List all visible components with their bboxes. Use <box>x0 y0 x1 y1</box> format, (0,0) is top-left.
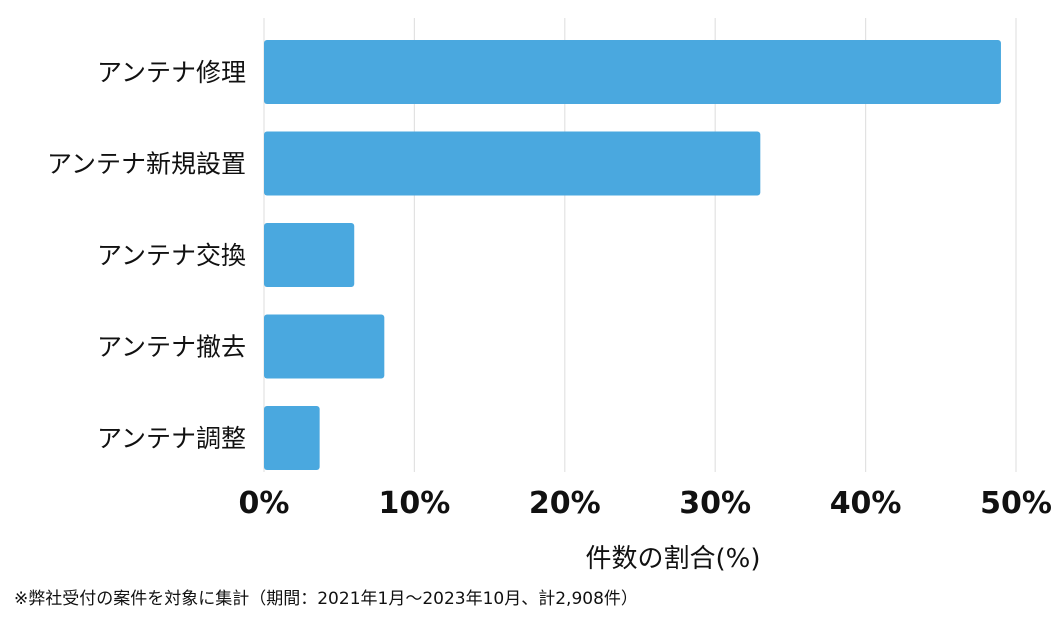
category-label: アンテナ修理 <box>97 58 246 87</box>
bar <box>264 223 355 287</box>
bars <box>264 40 1001 470</box>
x-tick-label: 0% <box>239 486 290 521</box>
x-tick-label: 20% <box>529 486 601 521</box>
x-axis-title: 件数の割合(%) <box>586 544 761 574</box>
category-label: アンテナ調整 <box>97 424 246 453</box>
x-tick-label: 40% <box>830 486 902 521</box>
bar <box>264 131 761 196</box>
bar <box>264 40 1001 104</box>
x-tick-label: 10% <box>378 486 450 521</box>
bar <box>264 314 385 379</box>
category-label: アンテナ交換 <box>97 241 246 270</box>
bar <box>264 406 320 470</box>
x-tick-label: 50% <box>980 486 1052 521</box>
x-tick-labels: 0% 10% 20% 30% 40% 50% <box>239 486 1052 521</box>
category-label: アンテナ新規設置 <box>47 150 246 179</box>
x-tick-label: 30% <box>679 486 751 521</box>
category-label: アンテナ撤去 <box>97 333 246 362</box>
footnote: ※弊社受付の案件を対象に集計（期間：2021年1月～2023年10月、計2,90… <box>14 589 638 609</box>
